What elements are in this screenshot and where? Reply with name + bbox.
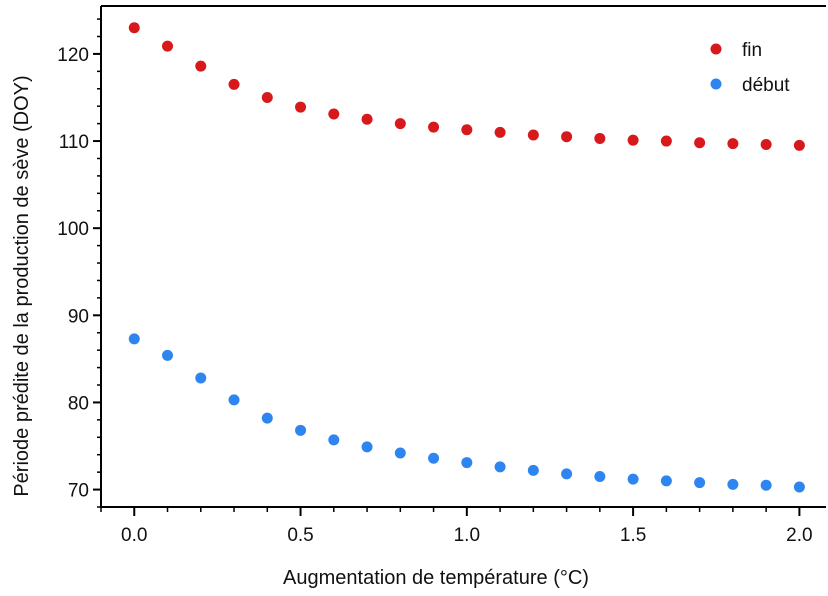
y-tick-label: 90 [68, 306, 89, 327]
y-tick-label: 70 [68, 481, 89, 502]
data-point-debut [494, 461, 506, 473]
data-point-debut [228, 394, 240, 406]
data-point-fin [195, 60, 207, 72]
data-point-debut [627, 473, 639, 485]
data-point-fin [228, 78, 240, 90]
data-point-fin [594, 132, 606, 144]
data-point-fin [128, 22, 140, 34]
data-point-fin [660, 135, 672, 147]
x-tick-label: 0.0 [121, 525, 147, 546]
data-point-fin [461, 124, 473, 136]
data-point-debut [461, 457, 473, 469]
x-tick-label: 2.0 [786, 525, 812, 546]
data-point-fin [328, 108, 340, 120]
data-point-fin [627, 134, 639, 146]
x-tick-label: 1.5 [620, 525, 646, 546]
y-tick-label: 80 [68, 393, 89, 414]
data-point-fin [295, 101, 307, 113]
legend: fin début [710, 40, 790, 96]
data-point-fin [527, 129, 539, 141]
legend-label-fin: fin [742, 40, 762, 61]
data-point-fin [760, 139, 772, 151]
data-point-debut [195, 372, 207, 384]
data-point-fin [561, 131, 573, 143]
data-point-debut [760, 479, 772, 491]
data-point-fin [261, 91, 273, 103]
x-axis-title: Augmentation de température (°C) [283, 567, 589, 589]
y-axis-ticks: 70 80 90 100 110 120 [57, 18, 101, 508]
legend-marker-debut [710, 78, 722, 90]
data-point-fin [361, 113, 373, 125]
data-point-debut [261, 412, 273, 424]
data-point-fin [694, 137, 706, 149]
data-point-fin [727, 138, 739, 150]
data-point-debut [527, 464, 539, 476]
x-axis-ticks: 0.0 0.5 1.0 1.5 2.0 [100, 507, 813, 546]
data-point-debut [561, 468, 573, 480]
y-tick-label: 120 [57, 45, 89, 66]
data-point-debut [162, 349, 174, 361]
y-tick-label: 110 [59, 132, 89, 153]
data-point-debut [394, 447, 406, 459]
x-tick-label: 1.0 [454, 525, 480, 546]
x-tick-label: 0.5 [287, 525, 313, 546]
data-point-debut [694, 477, 706, 489]
y-axis-title: Période prédite de la production de sève… [11, 75, 33, 496]
data-point-debut [793, 481, 805, 493]
data-point-fin [394, 118, 406, 130]
data-point-debut [594, 471, 606, 483]
data-point-debut [128, 333, 140, 345]
data-point-debut [361, 441, 373, 453]
data-point-fin [494, 126, 506, 138]
data-point-fin [428, 121, 440, 133]
data-point-debut [328, 434, 340, 446]
legend-marker-fin [710, 43, 722, 55]
data-point-debut [660, 475, 672, 487]
data-point-debut [428, 452, 440, 464]
data-points [128, 22, 805, 493]
data-point-fin [162, 40, 174, 52]
data-point-debut [727, 478, 739, 490]
data-point-debut [295, 424, 307, 436]
legend-label-debut: début [742, 75, 790, 96]
data-point-fin [793, 139, 805, 151]
y-tick-label: 100 [57, 219, 89, 240]
